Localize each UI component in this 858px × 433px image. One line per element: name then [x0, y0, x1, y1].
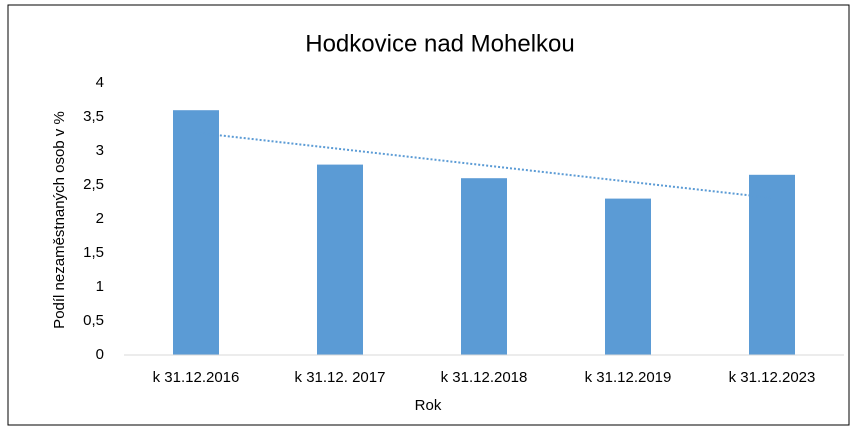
y-axis-label: Podíl nezaměstnaných osob v % [51, 111, 68, 329]
chart-frame [7, 4, 850, 426]
x-tick-label: k 31.12.2019 [585, 369, 672, 386]
y-tick-label: 3,5 [83, 108, 104, 125]
bar [317, 164, 363, 355]
x-axis-label: Rok [415, 397, 442, 414]
chart-title: Hodkovice nad Mohelkou [305, 30, 575, 57]
y-tick-label: 0,5 [83, 312, 104, 329]
bar [173, 110, 219, 355]
x-tick-label: k 31.12.2016 [153, 369, 240, 386]
x-tick-label: k 31.12.2018 [441, 369, 528, 386]
y-tick-label: 1,5 [83, 244, 104, 261]
trendline [195, 131, 773, 199]
bar [749, 174, 795, 355]
y-tick-label: 4 [96, 74, 104, 91]
bar [461, 178, 507, 355]
x-tick-label: k 31.12. 2017 [295, 369, 386, 386]
x-tick-label: k 31.12.2023 [729, 369, 816, 386]
y-tick-label: 2,5 [83, 176, 104, 193]
y-tick-label: 3 [96, 142, 104, 159]
y-tick-label: 0 [96, 346, 104, 363]
y-tick-label: 1 [96, 278, 104, 295]
bar [605, 198, 651, 355]
y-tick-label: 2 [96, 210, 104, 227]
